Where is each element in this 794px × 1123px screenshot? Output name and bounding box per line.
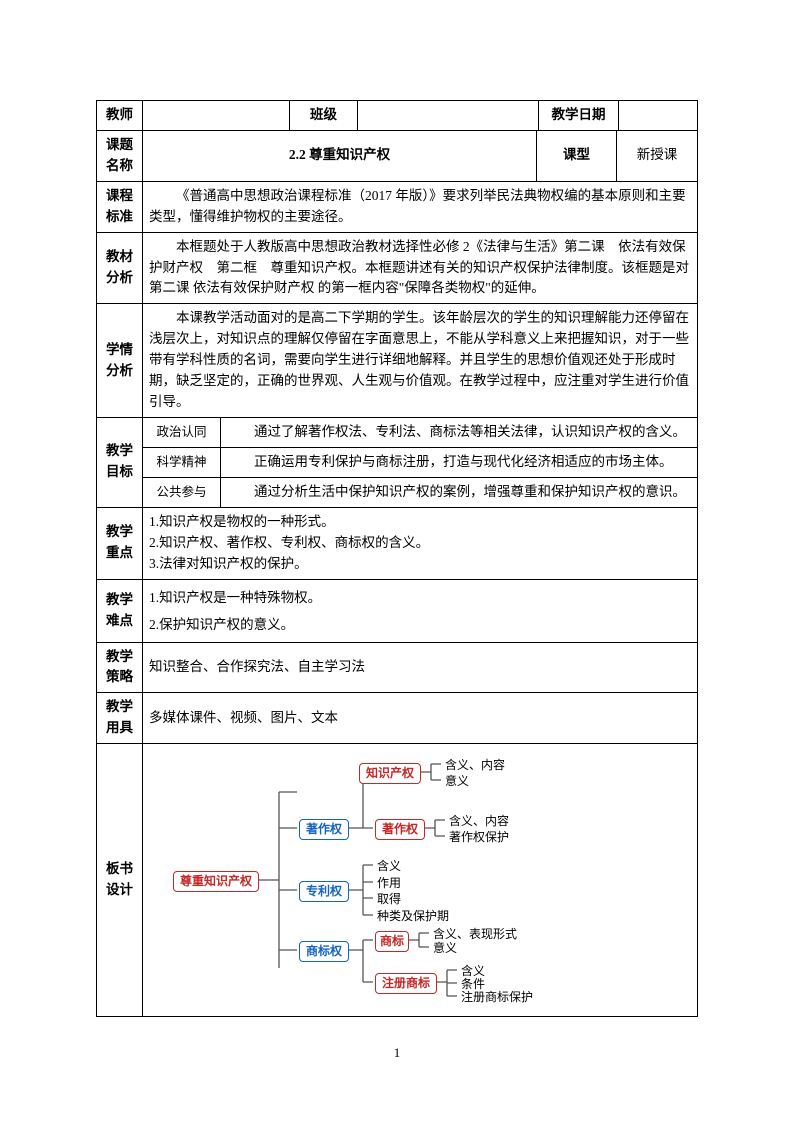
mind-leaf: 意义 xyxy=(433,941,457,955)
mind-leaf: 著作权保护 xyxy=(449,830,509,844)
row-tools: 教学用具 多媒体课件、视频、图片、文本 xyxy=(97,693,697,744)
teacher-value xyxy=(143,101,290,130)
mind-leaf: 含义、内容 xyxy=(449,814,509,828)
mind-leaf: 取得 xyxy=(377,892,401,906)
standard-label: 课程标准 xyxy=(97,182,143,232)
keypoints-text: 1.知识产权是物权的一种形式。 2.知识产权、著作权、专利权、商标权的含义。 3… xyxy=(143,508,697,579)
goal-sub: 政治认同 xyxy=(143,418,221,447)
board-label: 板书设计 xyxy=(97,744,143,1016)
row-keypoints: 教学重点 1.知识产权是物权的一种形式。 2.知识产权、著作权、专利权、商标权的… xyxy=(97,508,697,580)
tools-label: 教学用具 xyxy=(97,693,143,743)
goal-text: 通过了解著作权法、专利法、商标法等相关法律，认识知识产权的含义。 xyxy=(221,418,697,447)
date-value xyxy=(619,101,697,130)
row-header-info: 教师 班级 教学日期 xyxy=(97,101,697,131)
row-board-design: 板书设计 xyxy=(97,744,697,1017)
mind-leaf: 作用 xyxy=(377,876,401,890)
strategy-label: 教学策略 xyxy=(97,643,143,693)
goal-sub: 公共参与 xyxy=(143,478,221,507)
row-strategy: 教学策略 知识整合、合作探究法、自主学习法 xyxy=(97,643,697,694)
goal-sub: 科学精神 xyxy=(143,448,221,477)
lesson-title: 2.2 尊重知识产权 xyxy=(143,131,537,181)
type-value: 新授课 xyxy=(617,131,697,181)
goal-row: 公共参与 通过分析生活中保护知识产权的案例，增强尊重和保护知识产权的意识。 xyxy=(143,478,697,507)
strategy-text: 知识整合、合作探究法、自主学习法 xyxy=(143,643,697,693)
standard-text: 《普通高中思想政治课程标准（2017 年版）》要求列举民法典物权编的基本原则和主… xyxy=(143,182,697,232)
difficulties-text: 1.知识产权是一种特殊物权。 2.保护知识产权的意义。 xyxy=(143,580,697,642)
mind-leaf: 含义、内容 xyxy=(445,758,505,772)
mind-leaf: 意义 xyxy=(445,774,469,788)
row-goals: 教学目标 政治认同 通过了解著作权法、专利法、商标法等相关法律，认识知识产权的含… xyxy=(97,418,697,508)
mind-leaf: 含义、表现形式 xyxy=(433,927,517,941)
difficulties-label: 教学难点 xyxy=(97,580,143,642)
material-text: 本框题处于人教版高中思想政治教材选择性必修 2《法律与生活》第二课 依法有效保护… xyxy=(143,233,697,304)
goal-text: 正确运用专利保护与商标注册，打造与现代化经济相适应的市场主体。 xyxy=(221,448,697,477)
teacher-label: 教师 xyxy=(97,101,143,130)
board-diagram-cell: 尊重知识产权 知识产权 含义、内容 意义 著作权 著作权 含义、内容 著作权保护… xyxy=(143,744,697,1016)
row-material: 教材分析 本框题处于人教版高中思想政治教材选择性必修 2《法律与生活》第二课 依… xyxy=(97,233,697,305)
row-learner: 学情分析 本课教学活动面对的是高二下学期的学生。该年龄层次的学生的知识理解能力还… xyxy=(97,304,697,418)
material-label: 教材分析 xyxy=(97,233,143,304)
goals-label: 教学目标 xyxy=(97,418,143,507)
mind-node-zzq-parent: 著作权 xyxy=(299,819,349,839)
mind-leaf: 含义 xyxy=(377,859,401,873)
mind-node-zscq: 知识产权 xyxy=(359,763,421,783)
mind-leaf: 种类及保护期 xyxy=(377,909,449,923)
mind-node-zlq: 专利权 xyxy=(299,881,349,901)
row-title: 课题名称 2.2 尊重知识产权 课型 新授课 xyxy=(97,131,697,182)
page-number: 1 xyxy=(394,1045,401,1061)
keypoints-label: 教学重点 xyxy=(97,508,143,579)
mind-node-zcsb: 注册商标 xyxy=(375,973,437,993)
class-label: 班级 xyxy=(290,101,358,130)
mind-node-sb: 商标 xyxy=(375,931,409,951)
goal-text: 通过分析生活中保护知识产权的案例，增强尊重和保护知识产权的意识。 xyxy=(221,478,697,507)
goals-container: 政治认同 通过了解著作权法、专利法、商标法等相关法律，认识知识产权的含义。 科学… xyxy=(143,418,697,507)
tools-text: 多媒体课件、视频、图片、文本 xyxy=(143,693,697,743)
title-name-label: 课题名称 xyxy=(97,131,143,181)
class-value xyxy=(358,101,539,130)
date-label: 教学日期 xyxy=(539,101,619,130)
row-standard: 课程标准 《普通高中思想政治课程标准（2017 年版）》要求列举民法典物权编的基… xyxy=(97,182,697,233)
mind-root: 尊重知识产权 xyxy=(173,871,259,891)
learner-text: 本课教学活动面对的是高二下学期的学生。该年龄层次的学生的知识理解能力还停留在浅层… xyxy=(143,304,697,417)
lesson-plan-table: 教师 班级 教学日期 课题名称 2.2 尊重知识产权 课型 新授课 课程标准 《… xyxy=(96,100,698,1017)
row-difficulties: 教学难点 1.知识产权是一种特殊物权。 2.保护知识产权的意义。 xyxy=(97,580,697,643)
learner-label: 学情分析 xyxy=(97,304,143,417)
goal-row: 科学精神 正确运用专利保护与商标注册，打造与现代化经济相适应的市场主体。 xyxy=(143,448,697,478)
mind-map-diagram: 尊重知识产权 知识产权 含义、内容 意义 著作权 著作权 含义、内容 著作权保护… xyxy=(171,750,693,1010)
mind-node-sbq: 商标权 xyxy=(299,941,349,961)
goal-row: 政治认同 通过了解著作权法、专利法、商标法等相关法律，认识知识产权的含义。 xyxy=(143,418,697,448)
type-label: 课型 xyxy=(537,131,617,181)
mind-node-zzq: 著作权 xyxy=(375,819,425,839)
mind-leaf: 注册商标保护 xyxy=(461,990,533,1004)
